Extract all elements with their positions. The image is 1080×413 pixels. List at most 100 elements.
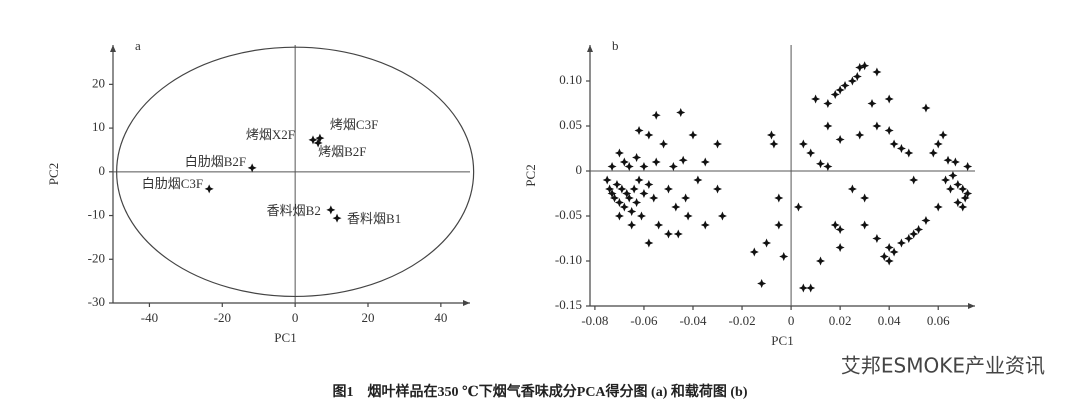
y-tick-label: -0.10 <box>555 252 582 267</box>
scatter-point <box>624 162 634 171</box>
scatter-point <box>678 155 688 165</box>
scatter-point <box>798 139 808 149</box>
scatter-point <box>668 162 678 171</box>
scatter-point <box>811 94 821 104</box>
scatter-point <box>326 205 336 215</box>
scatter-point <box>872 67 882 77</box>
axis-arrow <box>968 303 975 309</box>
scatter-point <box>619 157 629 167</box>
scatter-point <box>816 256 826 266</box>
scatter-point <box>921 216 931 225</box>
scatter-point <box>904 148 914 158</box>
scatter-point <box>953 180 963 189</box>
panel-label: b <box>612 38 619 53</box>
scatter-point <box>688 130 698 140</box>
x-tick-label: -0.04 <box>679 313 707 328</box>
scatter-point <box>884 126 894 135</box>
scatter-point <box>639 189 649 198</box>
x-axis-title: PC1 <box>274 330 296 345</box>
scatter-point <box>607 162 617 171</box>
scatter-point <box>673 229 683 239</box>
scatter-point <box>749 247 759 257</box>
scatter-point <box>313 138 323 148</box>
scatter-point <box>681 193 691 203</box>
scatter-point <box>636 211 646 221</box>
scatter-point <box>676 108 686 117</box>
scatter-point <box>624 193 634 203</box>
scatter-point <box>651 110 661 120</box>
scatter-point <box>921 103 931 113</box>
y-tick-label: -30 <box>88 294 105 309</box>
scatter-point <box>612 180 622 189</box>
point-label: 香料烟B2 <box>267 203 321 218</box>
axis-arrow <box>463 300 470 306</box>
scatter-point <box>713 139 723 149</box>
scatter-point <box>315 133 325 143</box>
scatter-point <box>884 243 894 252</box>
scatter-point <box>654 220 664 230</box>
scatter-point <box>779 252 789 261</box>
scatter-point <box>823 162 833 171</box>
y-tick-label: -0.05 <box>555 207 582 222</box>
scatter-point <box>847 76 857 86</box>
scatter-point <box>909 229 919 239</box>
scatter-point <box>634 126 644 135</box>
scatter-point <box>614 211 624 221</box>
x-tick-label: 0 <box>292 310 299 325</box>
scatter-point <box>938 130 948 140</box>
scatter-point <box>649 193 659 203</box>
scatter-point <box>830 90 840 99</box>
scatter-point <box>769 139 779 149</box>
scatter-point <box>717 211 727 221</box>
scatter-point <box>941 175 951 185</box>
x-tick-label: 0.04 <box>878 313 901 328</box>
scatter-point <box>872 121 882 131</box>
point-label: 白肋烟C3F <box>142 176 203 191</box>
scatter-point <box>914 225 924 234</box>
scatter-point <box>867 99 877 108</box>
x-tick-label: -40 <box>141 310 158 325</box>
scatter-point <box>806 283 816 293</box>
scatter-point <box>884 256 894 266</box>
scatter-point <box>950 157 960 167</box>
scatter-point <box>830 220 840 230</box>
scatter-point <box>663 229 673 239</box>
scatter-point <box>835 135 845 144</box>
scatter-point <box>659 139 669 149</box>
scatter-point <box>904 234 914 243</box>
point-label: 烤烟X2F <box>246 127 295 142</box>
scatter-point <box>619 202 629 212</box>
scatter-point <box>945 184 955 194</box>
x-tick-label: 0.06 <box>927 313 950 328</box>
scatter-point <box>958 184 968 194</box>
scatter-point <box>607 189 617 198</box>
scatter-point <box>889 247 899 257</box>
point-label: 香料烟B1 <box>347 211 401 226</box>
scatter-point <box>933 139 943 149</box>
scatter-point <box>943 155 953 165</box>
x-tick-label: 20 <box>362 310 375 325</box>
scatter-point <box>909 175 919 185</box>
scatter-point <box>610 193 620 203</box>
scatter-point <box>860 61 870 71</box>
scatter-point <box>860 193 870 203</box>
scatter-point <box>806 148 816 158</box>
x-tick-label: -20 <box>214 310 231 325</box>
scatter-point <box>602 175 612 185</box>
scatter-point <box>835 85 845 95</box>
scatter-point <box>774 193 784 203</box>
x-tick-label: -0.06 <box>630 313 658 328</box>
panel-label: a <box>135 38 141 53</box>
scatter-point <box>605 184 615 194</box>
scatter-point <box>798 283 808 293</box>
scatter-point <box>896 144 906 153</box>
scatter-point <box>835 225 845 234</box>
scatter-point <box>896 238 906 248</box>
scatter-point <box>622 189 632 198</box>
scatter-point <box>617 184 627 194</box>
scatter-point <box>872 234 882 243</box>
y-tick-label: 0 <box>576 162 583 177</box>
scatter-point <box>963 189 973 198</box>
scatter-point <box>762 238 772 248</box>
